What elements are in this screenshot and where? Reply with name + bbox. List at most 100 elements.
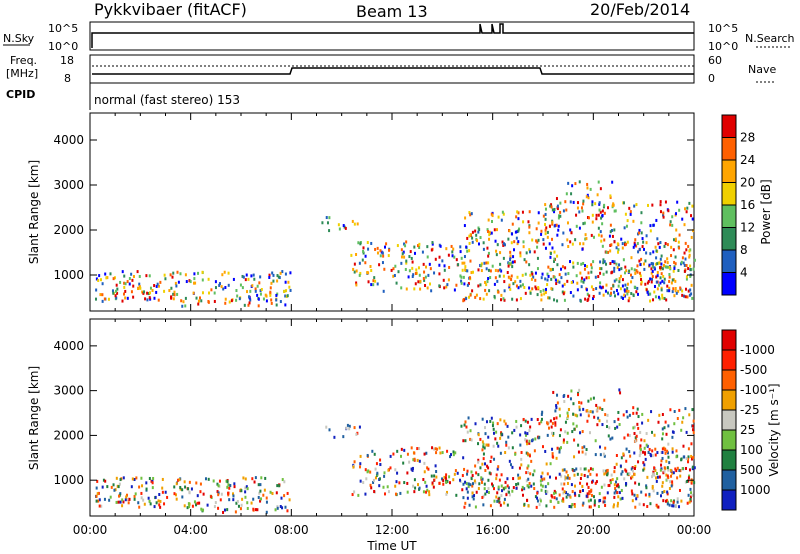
- scatter-cell: [426, 255, 429, 259]
- scatter-cell: [474, 464, 477, 468]
- scatter-cell: [216, 482, 219, 486]
- scatter-cell: [469, 213, 472, 217]
- scatter-cell: [410, 446, 413, 450]
- scatter-cell: [517, 476, 520, 480]
- scatter-cell: [383, 267, 386, 271]
- scatter-cell: [666, 451, 669, 455]
- scatter-cell: [376, 282, 379, 286]
- scatter-cell: [624, 271, 627, 275]
- scatter-cell: [128, 277, 131, 281]
- scatter-cell: [516, 242, 519, 246]
- scatter-cell: [621, 470, 624, 474]
- scatter-cell: [123, 281, 126, 285]
- scatter-cell: [549, 462, 552, 466]
- scatter-cell: [517, 482, 520, 486]
- scatter-cell: [517, 211, 520, 215]
- scatter-cell: [284, 505, 287, 509]
- scatter-cell: [470, 477, 473, 481]
- scatter-cell: [681, 256, 684, 260]
- scatter-cell: [520, 457, 523, 461]
- scatter-cell: [400, 447, 403, 451]
- scatter-cell: [225, 479, 228, 483]
- scatter-cell: [333, 435, 336, 439]
- scatter-cell: [645, 288, 648, 292]
- scatter-cell: [578, 226, 581, 230]
- scatter-cell: [662, 274, 665, 278]
- scatter-cell: [584, 237, 587, 241]
- scatter-cell: [433, 271, 436, 275]
- scatter-cell: [632, 294, 635, 298]
- scatter-cell: [645, 484, 648, 488]
- scatter-cell: [493, 282, 496, 286]
- scatter-cell: [425, 490, 428, 494]
- scatter-cell: [601, 285, 604, 289]
- scatter-cell: [172, 297, 175, 301]
- scatter-cell: [170, 295, 173, 299]
- scatter-cell: [96, 479, 99, 483]
- scatter-cell: [613, 466, 616, 470]
- scatter-cell: [667, 209, 670, 213]
- scatter-cell: [519, 284, 522, 288]
- scatter-cell: [640, 278, 643, 282]
- scatter-cell: [359, 465, 362, 469]
- scatter-cell: [606, 471, 609, 475]
- scatter-cell: [378, 263, 381, 267]
- scatter-cell: [665, 298, 668, 302]
- scatter-cell: [626, 286, 629, 290]
- scatter-cell: [552, 431, 555, 435]
- scatter-cell: [490, 455, 493, 459]
- scatter-cell: [644, 457, 647, 461]
- scatter-cell: [400, 261, 403, 265]
- scatter-cell: [609, 194, 612, 198]
- scatter-cell: [591, 480, 594, 484]
- scatter-cell: [579, 299, 582, 303]
- scatter-cell: [530, 417, 533, 421]
- scatter-cell: [254, 476, 257, 480]
- scatter-cell: [666, 474, 669, 478]
- scatter-cell: [459, 250, 462, 254]
- scatter-cell: [648, 494, 651, 498]
- scatter-cell: [245, 485, 248, 489]
- scatter-cell: [577, 443, 580, 447]
- scatter-cell: [618, 277, 621, 281]
- scatter-cell: [692, 456, 695, 460]
- scatter-cell: [539, 497, 542, 501]
- scatter-cell: [411, 275, 414, 279]
- scatter-cell: [392, 452, 395, 456]
- scatter-cell: [383, 471, 386, 475]
- scatter-cell: [246, 501, 249, 505]
- scatter-cell: [523, 502, 526, 506]
- scatter-cell: [525, 251, 528, 255]
- scatter-cell: [524, 433, 527, 437]
- scatter-cell: [227, 283, 230, 287]
- scatter-cell: [424, 275, 427, 279]
- scatter-cell: [650, 280, 653, 284]
- scatter-cell: [177, 478, 180, 482]
- scatter-cell: [655, 262, 658, 266]
- scatter-cell: [608, 483, 611, 487]
- scatter-cell: [548, 475, 551, 479]
- scatter-cell: [257, 304, 260, 308]
- scatter-cell: [572, 261, 575, 265]
- scatter-cell: [585, 237, 588, 241]
- scatter-cell: [95, 277, 98, 281]
- y-tick-label: 3000: [53, 178, 84, 192]
- scatter-cell: [650, 267, 653, 271]
- scatter-cell: [544, 217, 547, 221]
- scatter-cell: [250, 274, 253, 278]
- scatter-cell: [613, 495, 616, 499]
- scatter-cell: [481, 448, 484, 452]
- scatter-cell: [229, 484, 232, 488]
- scatter-cell: [602, 496, 605, 500]
- scatter-cell: [661, 279, 664, 283]
- scatter-cell: [648, 447, 651, 451]
- scatter-cell: [438, 255, 441, 259]
- nsearch-tick-bottom: 10^0: [708, 40, 738, 53]
- scatter-cell: [649, 229, 652, 233]
- scatter-cell: [500, 293, 503, 297]
- scatter-cell: [586, 298, 589, 302]
- scatter-cell: [544, 449, 547, 453]
- scatter-cell: [588, 505, 591, 509]
- scatter-cell: [620, 472, 623, 476]
